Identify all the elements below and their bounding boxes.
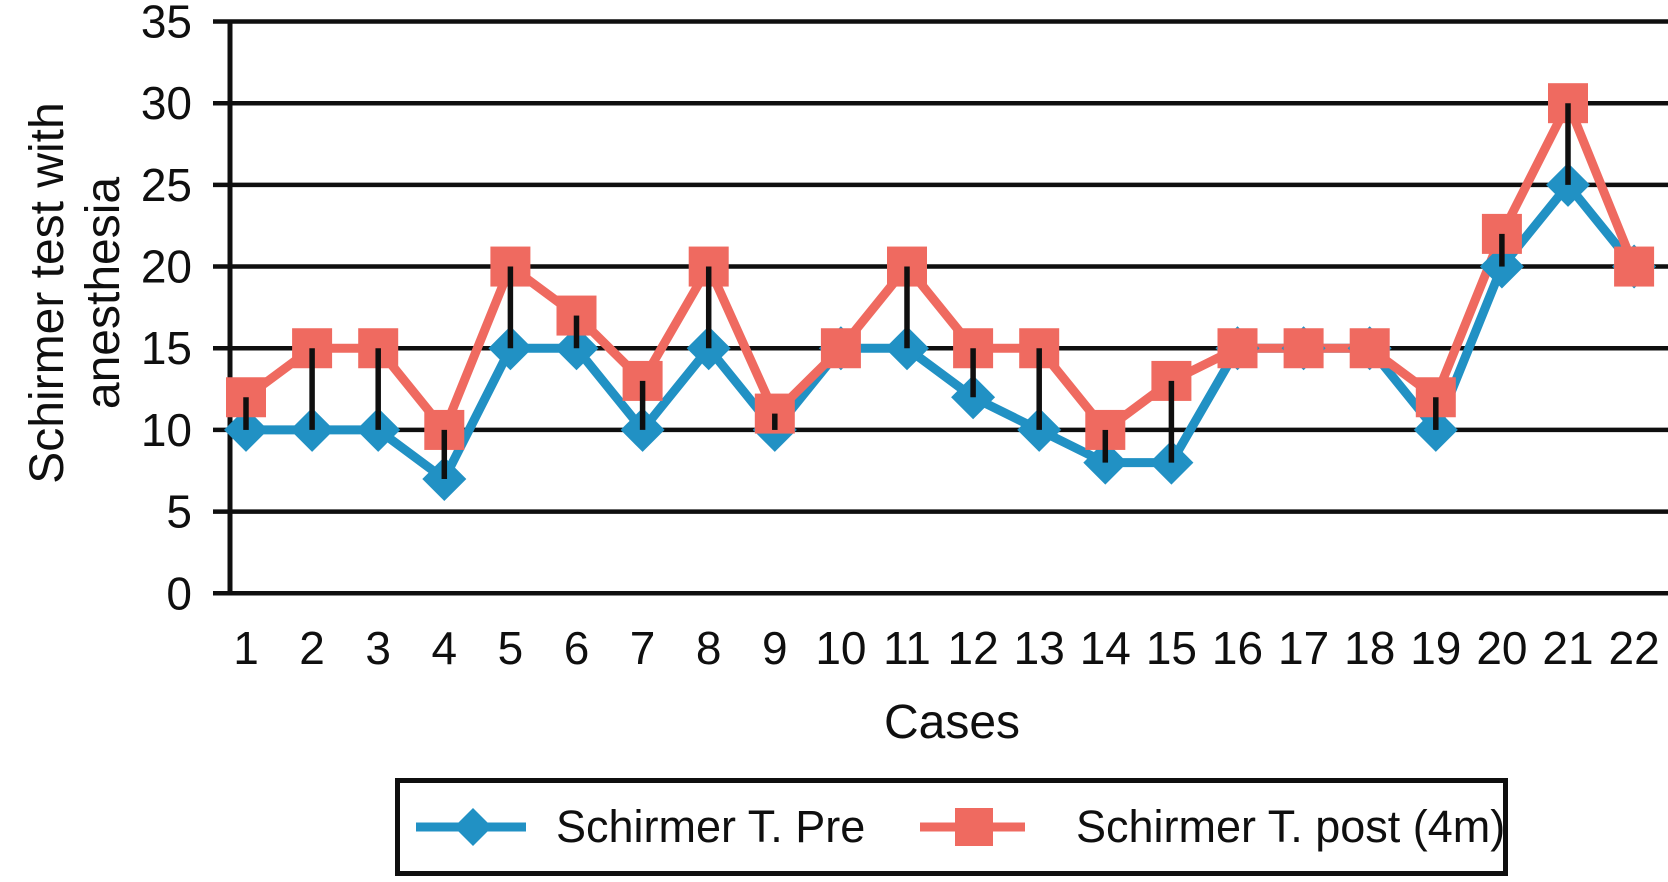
x-tick-label: 14 — [1080, 622, 1131, 674]
x-tick-label: 6 — [564, 622, 590, 674]
x-tick-label: 21 — [1542, 622, 1593, 674]
legend-marker-pre-icon — [416, 808, 526, 846]
x-tick-label: 3 — [365, 622, 391, 674]
marker-post — [1349, 328, 1390, 369]
x-tick-label: 9 — [762, 622, 788, 674]
x-tick-label: 18 — [1344, 622, 1395, 674]
series-line-pre — [246, 177, 1638, 486]
x-axis-title: Cases — [883, 696, 1021, 749]
x-tick-label: 13 — [1014, 622, 1065, 674]
legend-square-icon — [955, 808, 993, 846]
x-tick-label: 4 — [432, 622, 458, 674]
y-tick-label: 15 — [141, 322, 192, 374]
marker-post — [1217, 328, 1258, 369]
y-tick-label: 35 — [141, 0, 192, 48]
x-tick-label: 20 — [1476, 622, 1527, 674]
x-tick-label: 8 — [696, 622, 722, 674]
x-tick-label: 1 — [233, 622, 259, 674]
y-tick-label: 20 — [141, 241, 192, 293]
x-tick-label: 10 — [815, 622, 866, 674]
x-tick-label: 19 — [1410, 622, 1461, 674]
x-tick-label: 16 — [1212, 622, 1263, 674]
marker-post — [1614, 246, 1655, 287]
y-axis-title-line2: anesthesia — [77, 176, 130, 410]
x-tick-label: 17 — [1278, 622, 1329, 674]
y-tick-label: 30 — [141, 77, 192, 129]
x-tick-label: 15 — [1146, 622, 1197, 674]
y-tick-label: 25 — [141, 159, 192, 211]
x-tick-label: 2 — [299, 622, 325, 674]
legend-marker-post-icon — [920, 808, 1025, 846]
x-tick-label: 7 — [630, 622, 656, 674]
marker-post — [1283, 328, 1324, 369]
x-tick-label: 12 — [948, 622, 999, 674]
legend-label-post: Schirmer T. post (4m) — [1076, 801, 1506, 852]
y-tick-label: 10 — [141, 404, 192, 456]
y-tick-label: 0 — [166, 567, 192, 619]
x-tick-label: 22 — [1609, 622, 1660, 674]
y-axis-title-line1: Schirmer test with — [21, 102, 74, 484]
y-axis-title: Schirmer test with anesthesia — [20, 43, 132, 543]
legend-label-pre: Schirmer T. Pre — [556, 801, 866, 852]
marker-post — [820, 328, 861, 369]
y-tick-label: 5 — [166, 486, 192, 538]
series-line-post — [243, 92, 1639, 439]
legend-diamond-icon — [454, 808, 492, 846]
x-tick-label: 5 — [498, 622, 524, 674]
legend: Schirmer T. Pre Schirmer T. post (4m) — [395, 778, 1508, 876]
x-tick-label: 11 — [883, 622, 931, 674]
